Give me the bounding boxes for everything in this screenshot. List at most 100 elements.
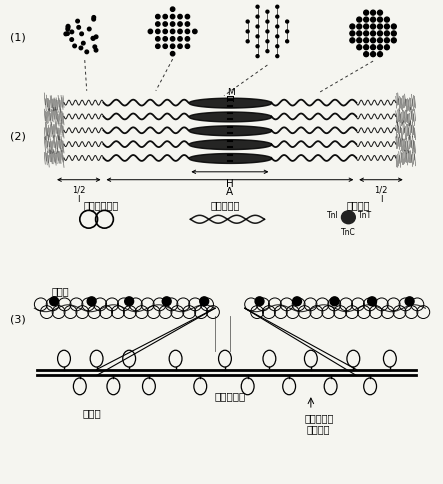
Circle shape	[256, 36, 259, 39]
Circle shape	[377, 32, 382, 37]
Circle shape	[246, 31, 249, 34]
Circle shape	[256, 56, 259, 59]
Ellipse shape	[200, 297, 209, 306]
Circle shape	[66, 33, 69, 36]
Text: TnT: TnT	[358, 211, 373, 219]
Circle shape	[246, 41, 249, 44]
Circle shape	[92, 16, 96, 20]
Circle shape	[391, 32, 396, 37]
Ellipse shape	[87, 297, 96, 306]
Circle shape	[94, 49, 98, 53]
Circle shape	[357, 25, 362, 30]
Circle shape	[371, 11, 376, 16]
Circle shape	[357, 39, 362, 44]
Ellipse shape	[405, 297, 414, 306]
Circle shape	[364, 25, 369, 30]
Circle shape	[266, 31, 269, 34]
Text: 肌球蛋白头
（横桥）: 肌球蛋白头 （横桥）	[304, 412, 334, 434]
Circle shape	[178, 38, 182, 42]
Ellipse shape	[368, 297, 377, 306]
Circle shape	[385, 39, 389, 44]
Circle shape	[163, 38, 167, 42]
Text: (3): (3)	[10, 314, 25, 323]
Text: 肌原蛋白: 肌原蛋白	[346, 200, 370, 210]
Circle shape	[163, 15, 167, 20]
Circle shape	[276, 45, 279, 49]
Circle shape	[171, 15, 175, 20]
Circle shape	[178, 23, 182, 27]
Circle shape	[266, 11, 269, 14]
Circle shape	[371, 18, 376, 23]
Circle shape	[91, 38, 95, 41]
Ellipse shape	[255, 297, 264, 306]
Circle shape	[266, 41, 269, 44]
Text: (1): (1)	[10, 32, 25, 42]
Circle shape	[193, 30, 197, 34]
Circle shape	[185, 45, 190, 49]
Circle shape	[357, 32, 362, 37]
Circle shape	[178, 15, 182, 20]
Circle shape	[66, 27, 70, 30]
Circle shape	[155, 45, 160, 49]
Circle shape	[91, 37, 95, 41]
Ellipse shape	[342, 212, 355, 224]
Text: 原肌球蛋白: 原肌球蛋白	[210, 200, 240, 210]
Circle shape	[256, 26, 259, 29]
Circle shape	[155, 23, 160, 27]
Circle shape	[371, 53, 376, 58]
Circle shape	[371, 25, 376, 30]
Circle shape	[391, 39, 396, 44]
Circle shape	[266, 21, 269, 24]
Circle shape	[377, 45, 382, 51]
Circle shape	[171, 30, 175, 34]
Ellipse shape	[50, 297, 58, 306]
Circle shape	[385, 18, 389, 23]
Circle shape	[82, 42, 85, 46]
Circle shape	[155, 15, 160, 20]
Circle shape	[155, 38, 160, 42]
Circle shape	[185, 38, 190, 42]
Ellipse shape	[162, 297, 171, 306]
Circle shape	[155, 30, 160, 34]
Circle shape	[256, 16, 259, 19]
Circle shape	[256, 6, 259, 9]
Circle shape	[76, 20, 79, 24]
Circle shape	[80, 33, 83, 36]
Circle shape	[87, 28, 91, 32]
Circle shape	[70, 31, 74, 35]
Circle shape	[385, 45, 389, 51]
Circle shape	[371, 45, 376, 51]
Text: 粗肌丝: 粗肌丝	[82, 407, 101, 417]
Circle shape	[276, 26, 279, 29]
Circle shape	[64, 33, 68, 37]
Circle shape	[77, 27, 81, 30]
Circle shape	[364, 18, 369, 23]
Text: 肌动蛋白单体: 肌动蛋白单体	[84, 200, 119, 210]
Circle shape	[371, 39, 376, 44]
Circle shape	[385, 32, 389, 37]
Circle shape	[276, 56, 279, 59]
Circle shape	[391, 25, 396, 30]
Circle shape	[364, 39, 369, 44]
Circle shape	[276, 36, 279, 39]
Circle shape	[350, 39, 355, 44]
Text: A: A	[226, 186, 233, 196]
Circle shape	[385, 25, 389, 30]
Circle shape	[286, 41, 289, 44]
Circle shape	[171, 23, 175, 27]
Circle shape	[85, 51, 89, 55]
Circle shape	[357, 18, 362, 23]
Circle shape	[286, 31, 289, 34]
Circle shape	[377, 25, 382, 30]
Ellipse shape	[330, 297, 339, 306]
Circle shape	[171, 38, 175, 42]
Circle shape	[350, 25, 355, 30]
Text: M: M	[227, 88, 235, 96]
Circle shape	[364, 32, 369, 37]
Circle shape	[94, 36, 98, 40]
Circle shape	[178, 30, 182, 34]
Circle shape	[286, 21, 289, 24]
Text: H: H	[226, 179, 234, 188]
Circle shape	[276, 16, 279, 19]
Text: 细肌丝: 细肌丝	[51, 286, 69, 296]
